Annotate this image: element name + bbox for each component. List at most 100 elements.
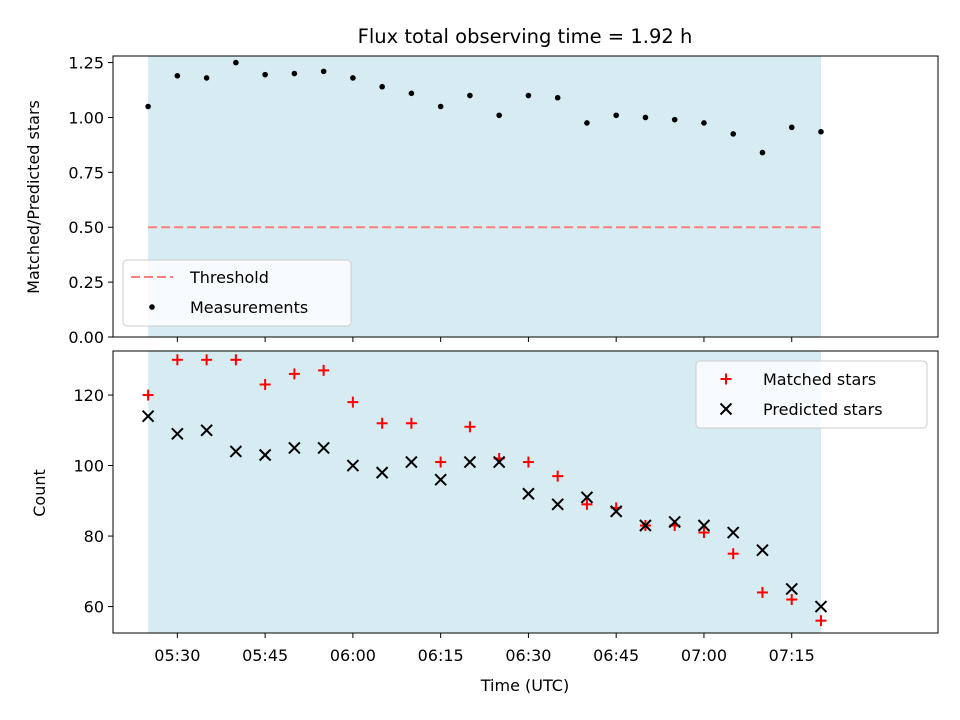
matched-star-point	[786, 594, 798, 606]
matched-star-point	[815, 615, 827, 627]
cross-bar-b	[405, 455, 418, 469]
predicted-star-point	[463, 455, 477, 469]
predicted-star-point	[785, 582, 798, 596]
predicted-star-point	[756, 543, 769, 557]
matched-star-point	[756, 586, 768, 598]
matched-star-point	[581, 498, 593, 510]
matched-star-point	[288, 368, 300, 380]
predicted-star-point	[668, 515, 681, 529]
legend-threshold-label: Threshold	[189, 268, 269, 287]
bottom-x-ticks: 05:30 05:45 06:00 06:15 06:30 06:45 07:00 07:15	[154, 633, 815, 665]
predicted-star-point	[492, 455, 506, 469]
cross-bar-b	[229, 445, 243, 458]
predicted-star-point	[258, 448, 272, 462]
predicted-star-point	[405, 455, 418, 469]
x-tick-label: 06:30	[505, 646, 551, 665]
measurement-point	[437, 103, 444, 110]
x-tick-label: 06:00	[330, 646, 376, 665]
predicted-star-point	[375, 466, 389, 479]
top-y-tick-label: 0.75	[68, 163, 104, 182]
cross-bar-b	[492, 455, 506, 469]
cross-bar-b	[580, 491, 594, 504]
predicted-star-point	[727, 526, 740, 539]
matched-star-point	[171, 354, 183, 366]
matched-star-point	[318, 364, 330, 376]
bottom-panel: 60 80 100 120 05:30 05:45 06:00 06:15 06:30 06:4…	[30, 350, 939, 695]
matched-star-point	[698, 527, 710, 539]
cross-bar-b	[141, 410, 155, 423]
bottom-y-tick-label: 100	[73, 457, 104, 476]
top-y-tick-label: 0.25	[68, 273, 104, 292]
measurement-point	[350, 75, 356, 81]
measurement-point	[145, 103, 151, 110]
measurement-point	[496, 112, 502, 119]
cross-bar-b	[551, 498, 564, 511]
bottom-legend: Matched stars Predicted stars	[695, 360, 928, 429]
measurement-point	[701, 120, 707, 126]
top-legend: Threshold Measurements	[122, 259, 352, 327]
predicted-star-point	[171, 427, 184, 441]
cross-bar-b	[317, 441, 330, 455]
top-legend-box	[122, 259, 352, 327]
matched-star-point	[259, 378, 271, 390]
measurement-point	[554, 94, 561, 101]
measurement-point	[525, 92, 532, 99]
predicted-star-point	[580, 491, 594, 504]
legend-matched-label: Matched stars	[763, 370, 876, 389]
matched-star-point	[201, 354, 213, 366]
cross-bar-b	[288, 441, 301, 455]
chart-title: Flux total observing time = 1.92 h	[358, 25, 693, 48]
top-y-axis-label: Matched/Predicted stars	[24, 100, 43, 294]
top-y-ticks: 0.00 0.25 0.50 0.75 1.00 1.25	[68, 54, 113, 347]
cross-bar-b	[258, 448, 272, 462]
matched-star-point	[464, 421, 476, 433]
matched-star-point	[376, 417, 388, 429]
x-tick-label: 07:00	[681, 646, 727, 665]
top-y-tick-label: 1.00	[68, 108, 104, 127]
cross-bar-b	[668, 515, 681, 529]
top-y-tick-label: 0.00	[68, 328, 104, 347]
cross-bar-b	[697, 519, 711, 532]
top-y-tick-label: 1.25	[68, 54, 104, 73]
measurement-point	[788, 124, 795, 131]
predicted-star-point	[434, 473, 447, 486]
cross-bar-b	[609, 505, 623, 518]
cross-bar-b	[719, 402, 733, 416]
measurement-point	[671, 116, 678, 123]
predicted-star-point	[522, 487, 535, 500]
measurement-point	[174, 72, 181, 79]
predicted-star-point	[288, 441, 301, 455]
matched-star-point	[347, 396, 359, 408]
top-axes-frame	[112, 55, 939, 338]
top-panel: 0.00 0.25 0.50 0.75 1.00 1.25 Flux total obse…	[24, 25, 939, 347]
x-tick-label: 05:30	[154, 646, 200, 665]
predicted-star-point	[551, 498, 564, 511]
bottom-y-tick-label: 80	[84, 527, 104, 546]
legend-predicted-label: Predicted stars	[763, 400, 883, 419]
measurement-point	[262, 71, 268, 78]
x-tick-label: 06:45	[593, 646, 639, 665]
cross-bar-b	[639, 519, 652, 532]
predicted-star-point	[317, 441, 330, 455]
x-tick-label: 07:15	[769, 646, 815, 665]
matched-star-point	[142, 389, 154, 401]
measurement-point	[320, 68, 327, 75]
bottom-y-tick-label: 120	[73, 386, 104, 405]
cross-bar-b	[346, 459, 360, 472]
matched-star-point	[230, 354, 242, 366]
measurement-point	[613, 112, 619, 119]
cross-bar-b	[375, 466, 389, 479]
x-axis-label: Time (UTC)	[480, 676, 569, 695]
top-x-ticks	[176, 337, 793, 342]
legend-cross-marker	[719, 402, 733, 416]
cross-bar-b	[434, 473, 447, 486]
count-points	[141, 354, 828, 627]
cross-bar-b	[200, 424, 213, 437]
legend-measurements-swatch	[149, 304, 155, 310]
cross-bar-b	[785, 582, 798, 596]
bottom-y-axis-label: Count	[30, 469, 49, 517]
measurement-points	[145, 59, 824, 156]
legend-plus-marker	[720, 373, 732, 385]
predicted-star-point	[697, 519, 711, 532]
cross-bar-b	[522, 487, 535, 500]
